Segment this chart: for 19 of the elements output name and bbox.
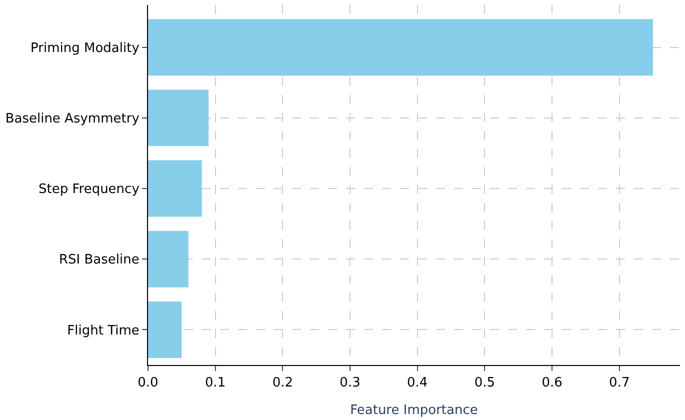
bar: [148, 160, 202, 217]
x-tick-label: 0.1: [204, 376, 226, 391]
x-tick-label: 0.4: [407, 376, 428, 391]
bar: [148, 90, 209, 146]
x-tick-label: 0.0: [138, 376, 158, 391]
y-tick-label: Step Frequency: [38, 182, 140, 198]
bar: [148, 19, 654, 76]
x-tick-label: 0.7: [609, 376, 630, 391]
y-tick-label: Baseline Asymmetry: [5, 111, 140, 126]
x-tick-label: 0.3: [340, 376, 360, 391]
x-axis-title: Feature Importance: [350, 403, 478, 418]
y-tick-label: Flight Time: [67, 323, 140, 338]
x-tick-label: 0.5: [474, 376, 496, 391]
x-tick-label: 0.2: [272, 376, 294, 391]
y-tick-label: RSI Baseline: [59, 252, 140, 268]
bar: [148, 301, 182, 358]
x-tick-label: 0.6: [542, 376, 562, 391]
bar: [148, 230, 188, 288]
y-tick-label: Priming Modality: [30, 40, 140, 56]
